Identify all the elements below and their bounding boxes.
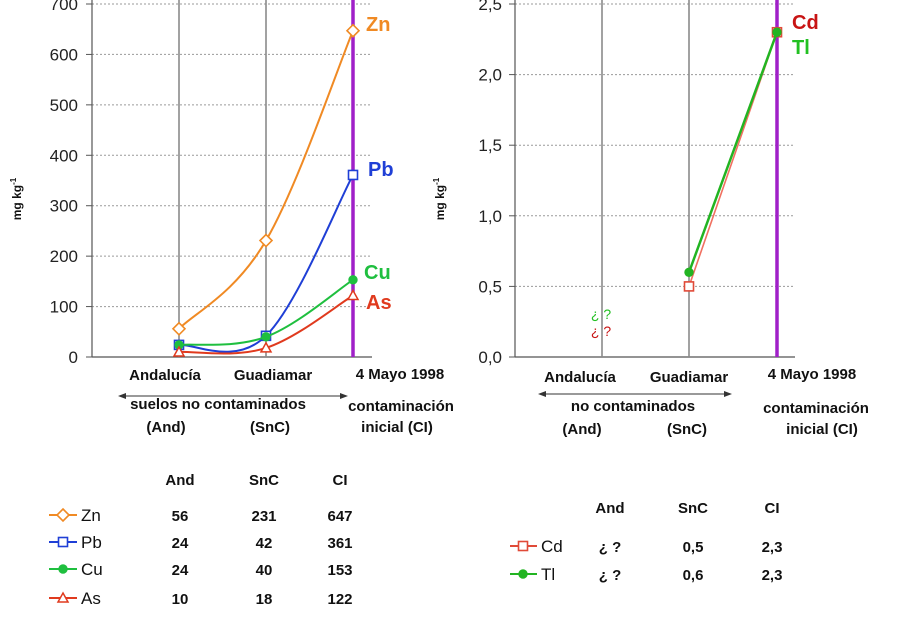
y-tick-label: 700 [50, 0, 78, 14]
legend-label: As [81, 589, 101, 608]
legend-label: Tl [541, 565, 555, 584]
table-cell: 2,3 [762, 567, 783, 584]
x-category-label: 4 Mayo 1998 [768, 366, 856, 383]
table-header: SnC [249, 472, 279, 489]
data-point-cd [683, 281, 695, 292]
data-point-cu [348, 275, 358, 285]
table-header: SnC [678, 500, 708, 517]
y-axis-label: mg kg-1 [9, 177, 24, 220]
legend-marker-tl [518, 569, 528, 579]
series-label-as: As [366, 292, 392, 314]
unknown-mark-tl: ¿ ? [591, 306, 611, 322]
legend-marker-cd [517, 540, 529, 552]
table-cell: 10 [172, 591, 189, 608]
series-label-cu: Cu [364, 262, 391, 284]
series-label-zn: Zn [366, 14, 390, 36]
series-label-pb: Pb [368, 159, 394, 181]
table-cell: 42 [256, 535, 273, 552]
data-point-cu [261, 332, 271, 342]
x-category-label: Guadiamar [650, 369, 729, 386]
series-line-tl [687, 31, 779, 273]
legend-label: Pb [81, 533, 102, 552]
x-group-label: inicial (CI) [786, 421, 858, 438]
x-sub-label: (SnC) [667, 421, 707, 438]
x-group-label: no contaminados [571, 398, 695, 415]
data-point-as [259, 341, 273, 353]
x-group-label: suelos no contaminados [130, 396, 306, 413]
table-cell: 24 [172, 535, 189, 552]
table-cell: 0,6 [683, 567, 704, 584]
table-cell: 40 [256, 562, 273, 579]
y-tick-label: 1,5 [478, 136, 502, 155]
left-chart: 0 100 200 300 400 500 600 700 mg kg-1 Andalucía Gu… [9, 0, 454, 608]
table-cell: 231 [251, 508, 276, 525]
table-cell: ¿ ? [599, 539, 622, 556]
y-tick-label: 2,0 [478, 66, 502, 85]
series-label-cd: Cd [792, 12, 819, 34]
y-tick-label: 500 [50, 96, 78, 115]
x-group-label: contaminación [348, 398, 454, 415]
table-header: And [165, 472, 194, 489]
x-sub-label: (And) [146, 419, 185, 436]
y-tick-label: 2,5 [478, 0, 502, 14]
table-cell: 2,3 [762, 539, 783, 556]
x-sub-label: (SnC) [250, 419, 290, 436]
y-axis-label-exponent: -1 [432, 177, 441, 185]
table-cell: 647 [327, 508, 352, 525]
data-point-as [346, 288, 360, 301]
table-cell: 56 [172, 508, 189, 525]
y-tick-label: 0 [69, 348, 78, 367]
x-group-label: inicial (CI) [361, 419, 433, 436]
table-cell: ¿ ? [599, 567, 622, 584]
table-cell: 361 [327, 535, 352, 552]
data-point-pb [347, 169, 359, 181]
data-point-zn [171, 321, 187, 336]
x-category-label: 4 Mayo 1998 [356, 366, 444, 383]
x-sub-label: (And) [562, 421, 601, 438]
x-category-label: Andalucía [129, 367, 201, 384]
table-cell: 0,5 [683, 539, 704, 556]
legend-marker-cu [58, 564, 68, 574]
arrowhead [724, 391, 732, 397]
y-tick-label: 1,0 [478, 207, 502, 226]
x-group-label: contaminación [763, 400, 869, 417]
y-tick-label: 300 [50, 197, 78, 216]
legend-marker-zn [55, 507, 71, 523]
y-tick-label: 0,0 [478, 348, 502, 367]
y-tick-label: 600 [50, 45, 78, 64]
legend-label: Cu [81, 560, 103, 579]
legend-label: Zn [81, 506, 101, 525]
data-point-tl [772, 27, 782, 37]
table-cell: 18 [256, 591, 273, 608]
table-cell: 122 [327, 591, 352, 608]
data-point-zn [258, 233, 274, 248]
arrowhead [538, 391, 546, 397]
table-header: CI [333, 472, 348, 489]
y-axis-label: mg kg-1 [432, 177, 447, 220]
series-label-tl: Tl [792, 37, 810, 59]
data-point-as [172, 345, 186, 357]
y-axis-label-exponent: -1 [9, 177, 18, 185]
x-category-label: Guadiamar [234, 367, 313, 384]
data-point-tl [684, 267, 694, 277]
y-tick-label: 200 [50, 247, 78, 266]
table-cell: 24 [172, 562, 189, 579]
unknown-mark-cd: ¿ ? [591, 323, 611, 339]
series-line-zn [178, 30, 354, 330]
legend-marker-as [56, 591, 70, 603]
arrowhead [118, 393, 126, 399]
table-cell: 153 [327, 562, 352, 579]
right-chart: 0,0 0,5 1,0 1,5 2,0 2,5 mg kg-1 Andalucía Guadia… [432, 0, 869, 584]
legend-marker-pb [57, 536, 69, 548]
y-tick-label: 400 [50, 146, 78, 165]
x-category-label: Andalucía [544, 369, 616, 386]
data-point-zn [345, 23, 361, 38]
table-header: And [595, 500, 624, 517]
table-header: CI [765, 500, 780, 517]
legend-label: Cd [541, 537, 563, 556]
y-tick-label: 100 [50, 298, 78, 317]
y-tick-label: 0,5 [478, 277, 502, 296]
arrowhead [340, 393, 348, 399]
